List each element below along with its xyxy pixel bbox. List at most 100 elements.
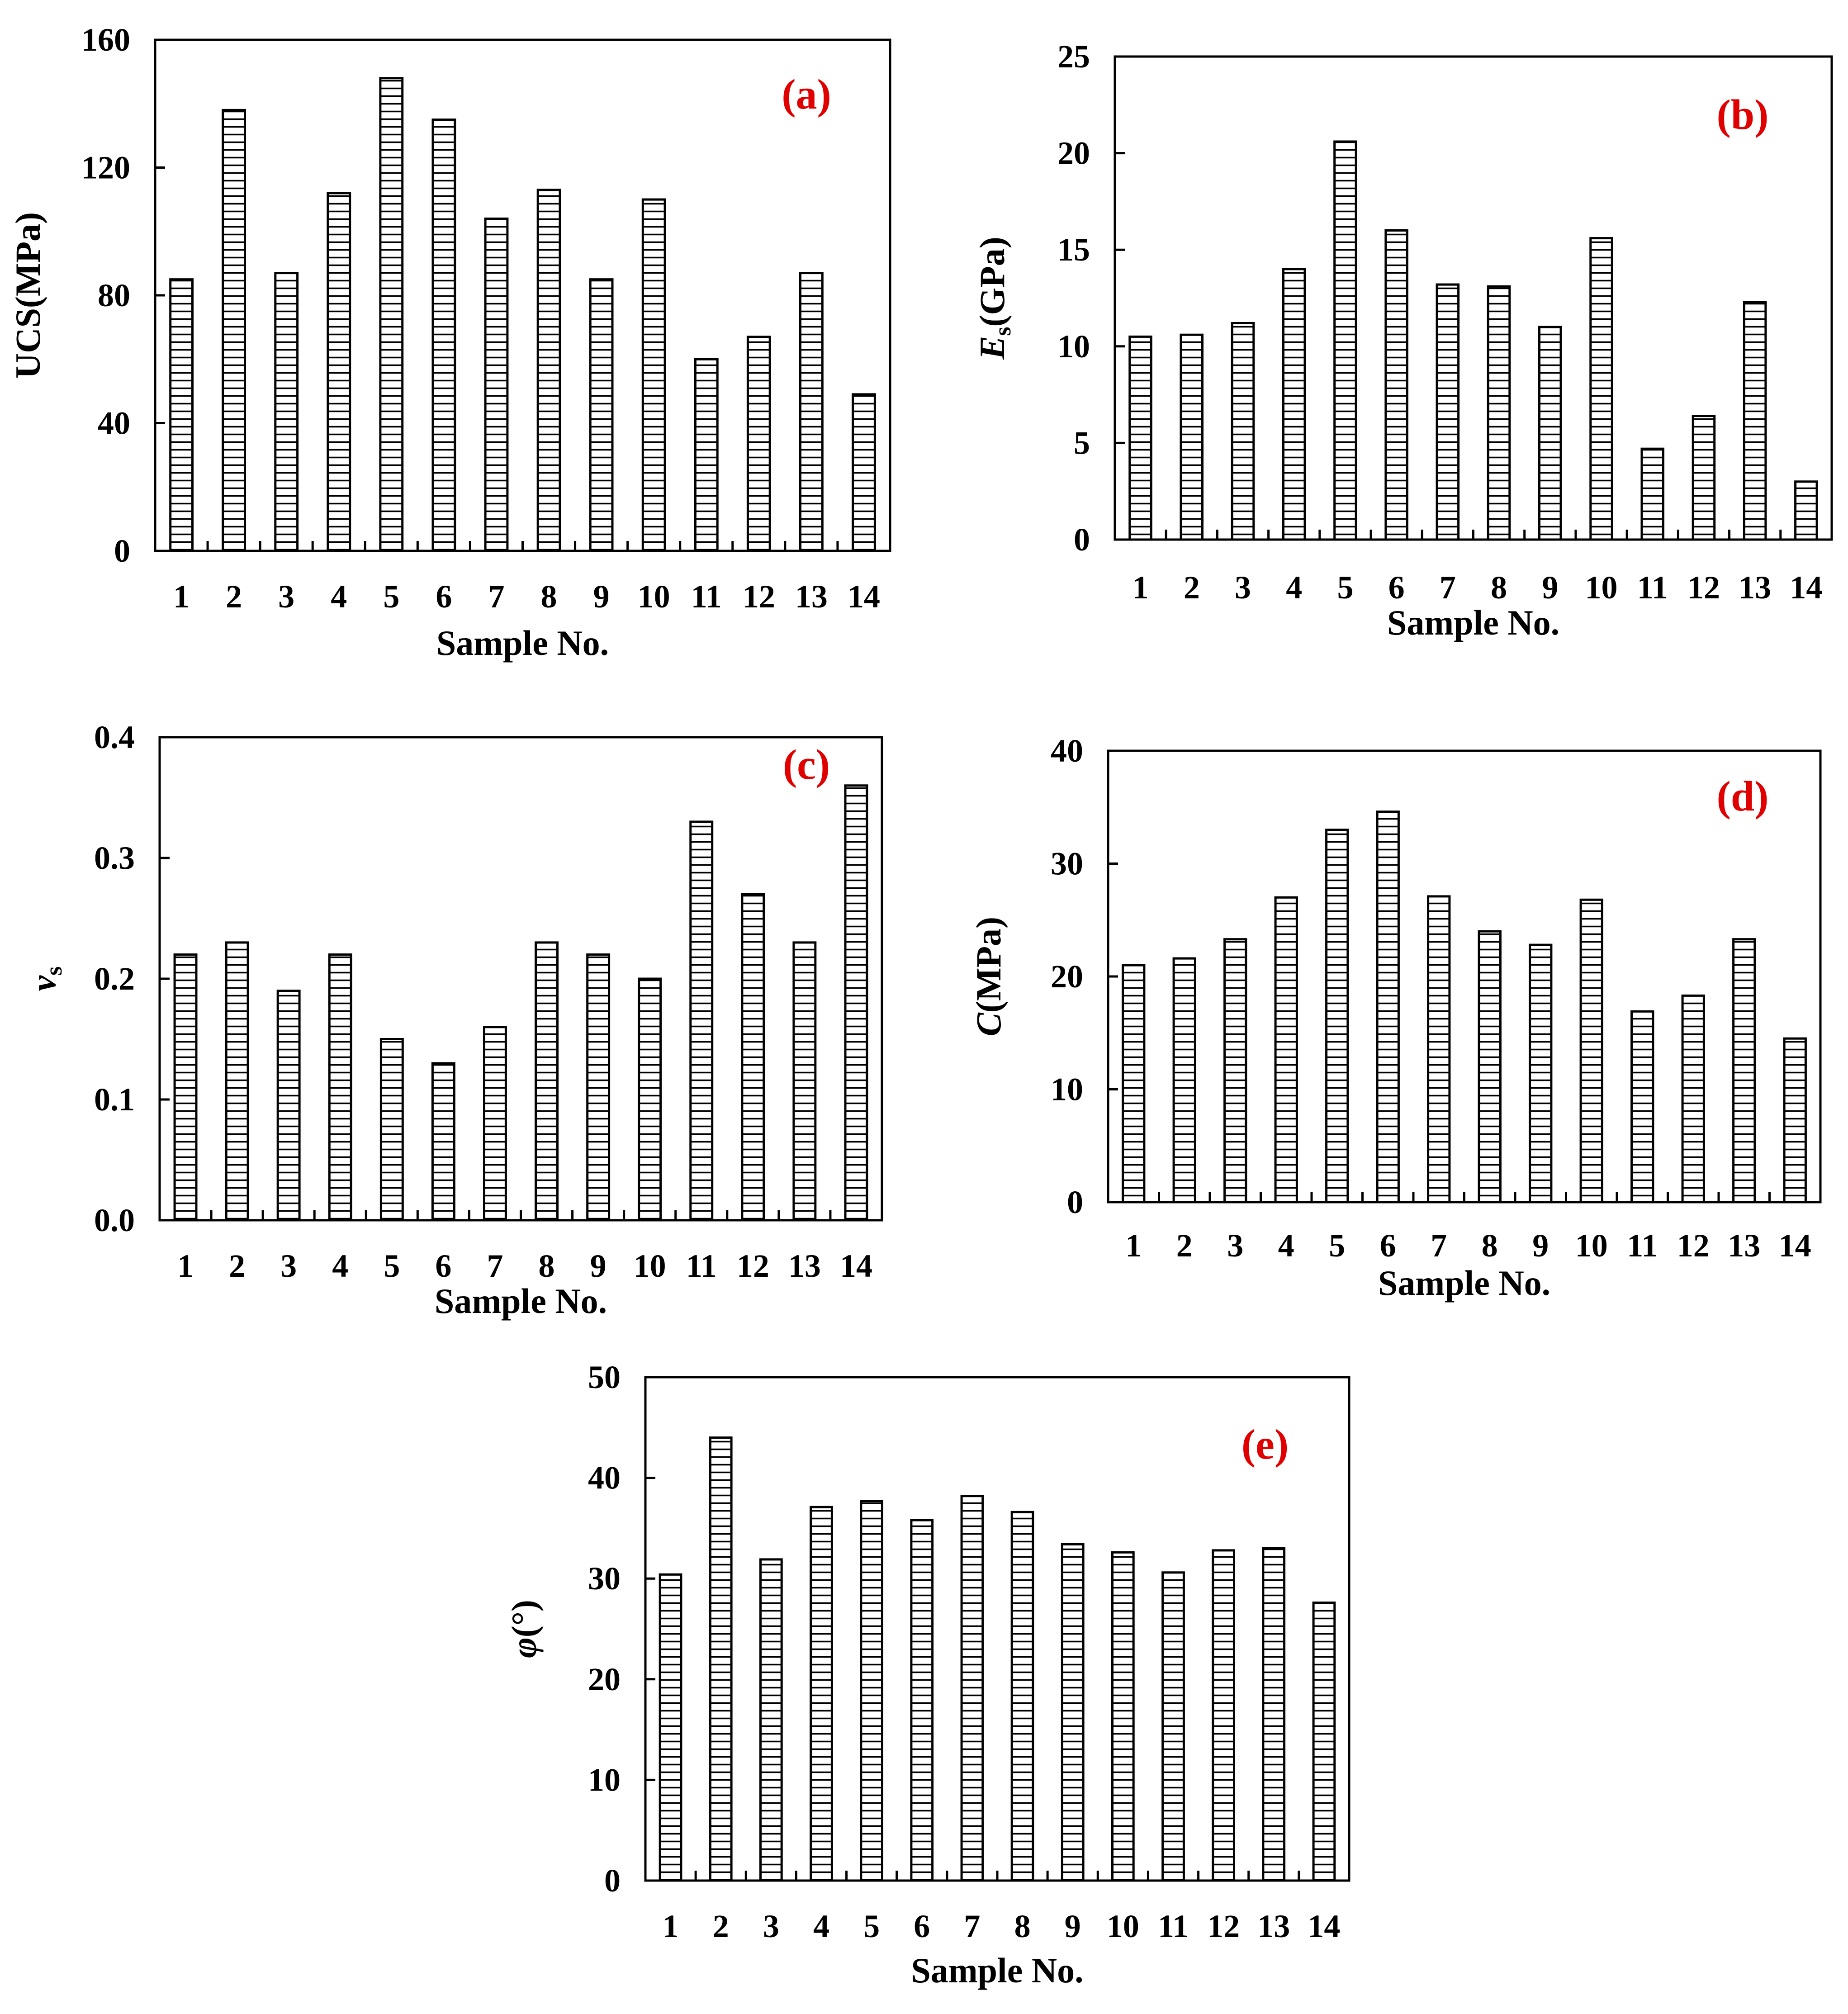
bar-a-13 — [799, 272, 824, 552]
bar-d-3 — [1223, 938, 1247, 1204]
bar-a-4 — [327, 192, 351, 552]
x-tick-label-d: 1 — [1125, 1227, 1142, 1264]
bar-d-6 — [1376, 810, 1400, 1204]
y-tick-label-d: 0 — [1067, 1184, 1083, 1220]
x-tick-label-d: 14 — [1779, 1227, 1811, 1264]
x-tick-label-c: 7 — [487, 1248, 503, 1284]
y-tick-label-b: 25 — [1057, 38, 1090, 75]
x-tick-label-a: 10 — [638, 578, 670, 615]
y-tick-label-e: 40 — [588, 1460, 621, 1496]
bar-e-5 — [860, 1500, 884, 1882]
x-tick-label-d: 2 — [1176, 1227, 1193, 1264]
x-tick-label-e: 8 — [1014, 1908, 1031, 1944]
plot-frame-a — [154, 38, 891, 552]
y-tick-label-b: 10 — [1057, 328, 1090, 365]
x-tick-label-e: 12 — [1207, 1908, 1240, 1944]
bar-e-13 — [1262, 1547, 1286, 1882]
x-tick-label-b: 8 — [1491, 569, 1507, 606]
y-tick-label-b: 0 — [1074, 521, 1090, 558]
x-tick-label-d: 7 — [1431, 1227, 1447, 1264]
x-tick-label-c: 8 — [539, 1248, 555, 1284]
x-tick-label-a: 1 — [173, 578, 190, 615]
bar-e-12 — [1212, 1549, 1236, 1882]
bar-a-5 — [379, 77, 404, 552]
bar-e-11 — [1161, 1571, 1185, 1882]
x-tick-label-a: 2 — [226, 578, 242, 615]
x-tick-label-c: 3 — [280, 1248, 297, 1284]
y-tick-label-a: 160 — [81, 22, 130, 58]
bar-d-1 — [1122, 964, 1146, 1204]
bar-b-3 — [1231, 322, 1255, 541]
x-tick-label-e: 6 — [914, 1908, 930, 1944]
x-tick-label-e: 2 — [713, 1908, 729, 1944]
x-axis-label-a: Sample No. — [436, 623, 609, 663]
y-tick-label-a: 40 — [98, 405, 130, 441]
y-axis-label-d: C(MPa) — [969, 917, 1008, 1036]
x-tick-label-a: 7 — [488, 578, 504, 615]
x-tick-label-c: 11 — [686, 1248, 717, 1284]
bar-b-13 — [1743, 301, 1767, 541]
x-tick-label-e: 1 — [663, 1908, 679, 1944]
x-tick-label-d: 8 — [1482, 1227, 1498, 1264]
bar-e-8 — [1010, 1511, 1034, 1882]
x-tick-label-c: 9 — [590, 1248, 607, 1284]
x-tick-label-b: 6 — [1388, 569, 1405, 606]
bar-c-13 — [792, 941, 817, 1222]
y-tick-label-d: 20 — [1051, 958, 1083, 995]
bar-c-3 — [276, 990, 301, 1222]
x-tick-label-c: 14 — [840, 1248, 872, 1284]
y-axis-label-a: UCS(MPa) — [8, 212, 47, 379]
x-tick-label-b: 2 — [1184, 569, 1200, 606]
panel-label-c: (c) — [783, 741, 830, 788]
bar-c-8 — [535, 941, 559, 1222]
x-tick-label-c: 5 — [384, 1248, 400, 1284]
bar-b-2 — [1180, 333, 1204, 541]
x-tick-label-c: 1 — [177, 1248, 194, 1284]
bar-a-12 — [746, 336, 771, 552]
x-tick-label-d: 13 — [1728, 1227, 1760, 1264]
x-tick-label-d: 11 — [1627, 1227, 1658, 1264]
bar-b-6 — [1384, 229, 1408, 541]
x-tick-label-a: 4 — [331, 578, 347, 615]
y-tick-label-d: 10 — [1051, 1071, 1083, 1108]
bar-b-1 — [1128, 335, 1152, 541]
bar-a-7 — [484, 218, 509, 552]
plot-frame-c — [158, 736, 883, 1222]
x-tick-label-b: 1 — [1132, 569, 1149, 606]
chart-c: 0.00.10.20.30.41 2 3 4 5 6 7 8 9 10 11 12 13 14Sample… — [24, 719, 883, 1321]
bar-e-9 — [1061, 1543, 1085, 1882]
bar-a-8 — [536, 189, 561, 552]
bar-e-3 — [759, 1558, 783, 1882]
y-tick-label-e: 30 — [588, 1560, 621, 1597]
y-tick-label-c: 0.4 — [94, 719, 135, 755]
x-tick-label-e: 7 — [964, 1908, 980, 1944]
x-tick-label-a: 11 — [691, 578, 722, 615]
bar-c-14 — [844, 784, 868, 1222]
x-tick-label-b: 11 — [1637, 569, 1668, 606]
x-tick-label-b: 5 — [1337, 569, 1353, 606]
x-axis-label-c: Sample No. — [435, 1281, 607, 1321]
bar-e-14 — [1312, 1602, 1336, 1882]
panel-label-b: (b) — [1717, 91, 1769, 138]
bar-c-7 — [483, 1026, 507, 1222]
x-tick-label-b: 12 — [1687, 569, 1720, 606]
panel-label-a: (a) — [782, 71, 831, 118]
x-tick-label-b: 7 — [1440, 569, 1456, 606]
bar-c-11 — [689, 820, 714, 1222]
x-tick-label-a: 12 — [743, 578, 775, 615]
x-tick-label-e: 4 — [813, 1908, 829, 1944]
x-tick-label-d: 3 — [1227, 1227, 1243, 1264]
y-axis-label-b: Es(GPa) — [972, 237, 1016, 360]
x-tick-label-a: 14 — [848, 578, 880, 615]
bar-a-2 — [222, 109, 246, 552]
x-tick-label-c: 2 — [229, 1248, 245, 1284]
y-tick-label-e: 0 — [604, 1862, 621, 1899]
x-tick-label-c: 12 — [737, 1248, 769, 1284]
x-tick-label-c: 4 — [332, 1248, 348, 1284]
x-tick-label-e: 13 — [1257, 1908, 1290, 1944]
bar-b-5 — [1333, 140, 1357, 541]
x-axis-label-e: Sample No. — [911, 1951, 1083, 1990]
bar-d-12 — [1681, 994, 1705, 1204]
